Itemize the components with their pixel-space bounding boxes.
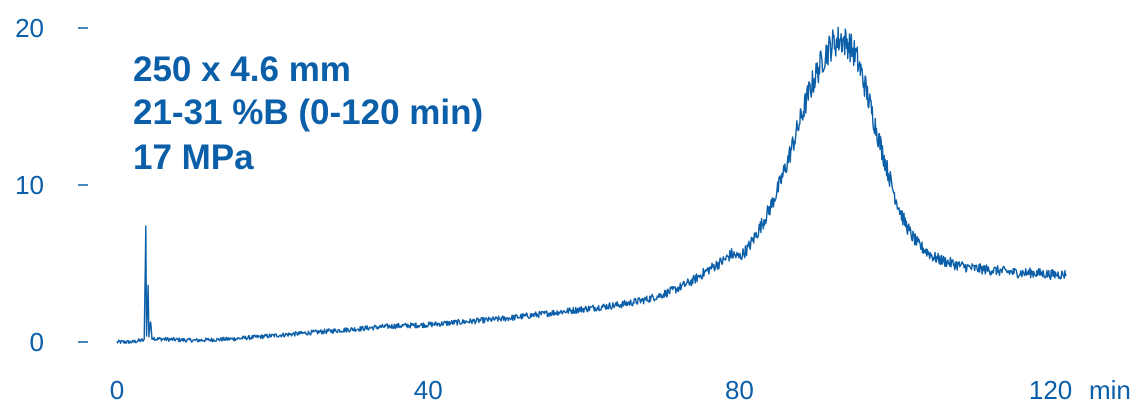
x-unit-label: min xyxy=(1089,375,1131,405)
x-tick-label-40: 40 xyxy=(414,375,443,405)
x-tick-label-0: 0 xyxy=(110,375,124,405)
annotation-gradient: 21-31 %B (0-120 min) xyxy=(133,93,484,132)
x-axis: 0 40 80 120 min xyxy=(110,375,1131,405)
series-line-0 xyxy=(116,26,1067,345)
y-tick-label-0: 0 xyxy=(30,327,44,357)
annotation-column-size: 250 x 4.6 mm xyxy=(133,50,351,89)
y-tick-label-10: 10 xyxy=(15,170,44,200)
x-tick-label-80: 80 xyxy=(725,375,754,405)
y-axis: 0 10 20 xyxy=(15,13,88,357)
y-tick-label-20: 20 xyxy=(15,13,44,43)
x-tick-label-120: 120 xyxy=(1029,375,1072,405)
annotation-pressure: 17 MPa xyxy=(133,138,254,177)
plot-area xyxy=(116,26,1067,345)
